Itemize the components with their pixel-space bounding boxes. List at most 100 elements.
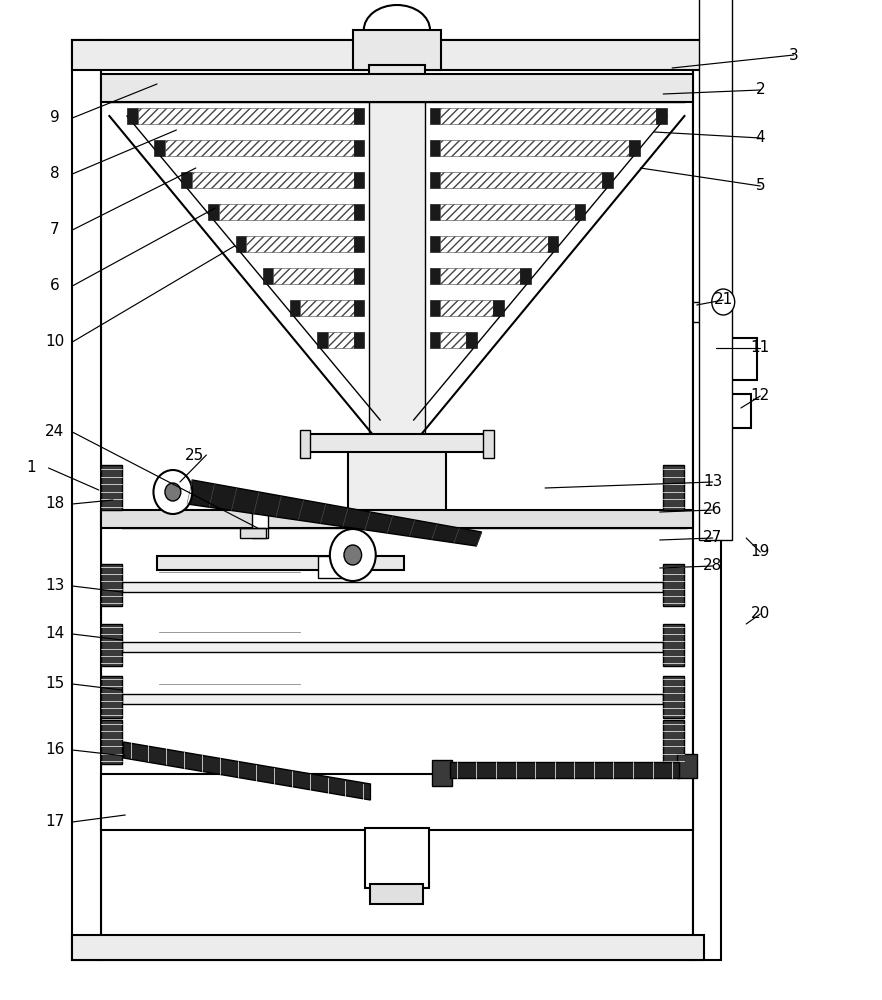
Bar — [122, 582, 663, 592]
Bar — [307, 434, 487, 452]
Text: 4: 4 — [756, 130, 765, 145]
Bar — [430, 268, 440, 284]
Text: 7: 7 — [50, 223, 59, 237]
Circle shape — [330, 529, 376, 581]
Bar — [711, 394, 751, 428]
Text: 10: 10 — [45, 334, 64, 350]
Bar — [182, 172, 192, 188]
Bar — [138, 108, 354, 124]
Bar — [300, 430, 310, 458]
Circle shape — [344, 545, 362, 565]
Text: 11: 11 — [751, 340, 770, 356]
Text: 13: 13 — [45, 578, 64, 593]
Bar — [354, 204, 364, 220]
Bar — [72, 40, 101, 960]
Bar — [165, 140, 354, 156]
Polygon shape — [187, 480, 482, 546]
Bar — [440, 300, 493, 316]
Bar — [101, 465, 122, 510]
Bar — [72, 40, 704, 70]
Bar — [246, 236, 354, 252]
Bar — [629, 140, 639, 156]
Text: 18: 18 — [45, 496, 64, 512]
Bar — [192, 172, 354, 188]
Bar — [263, 268, 273, 284]
Text: 17: 17 — [45, 814, 64, 830]
Bar — [301, 300, 354, 316]
Bar — [467, 332, 477, 348]
Bar — [122, 642, 663, 652]
Text: 24: 24 — [45, 424, 64, 440]
Bar — [720, 262, 727, 290]
Bar — [318, 556, 353, 578]
Bar — [706, 338, 757, 380]
Bar — [430, 332, 440, 348]
Circle shape — [165, 483, 181, 501]
Text: 14: 14 — [45, 626, 64, 642]
Polygon shape — [450, 762, 679, 778]
Bar — [354, 268, 364, 284]
Bar — [235, 236, 246, 252]
Bar — [440, 268, 520, 284]
Bar — [240, 528, 266, 538]
Text: 12: 12 — [751, 388, 770, 403]
Bar — [273, 268, 354, 284]
Text: 16: 16 — [45, 742, 64, 758]
Bar — [663, 720, 684, 764]
Bar — [493, 300, 504, 316]
Bar — [520, 268, 531, 284]
Polygon shape — [123, 742, 370, 800]
Text: 1: 1 — [26, 460, 35, 476]
Text: 21: 21 — [714, 292, 733, 308]
Bar — [440, 236, 548, 252]
Bar — [430, 108, 440, 124]
Bar — [252, 513, 268, 538]
Bar — [354, 300, 364, 316]
Bar — [101, 74, 693, 102]
Text: 9: 9 — [49, 110, 60, 125]
Text: 13: 13 — [703, 475, 722, 489]
Bar — [602, 172, 612, 188]
Bar — [677, 754, 697, 778]
Bar — [430, 236, 440, 252]
Bar — [440, 140, 629, 156]
Bar — [354, 332, 364, 348]
Bar — [693, 40, 721, 960]
Bar — [699, 0, 732, 540]
Bar — [663, 564, 684, 606]
Text: 3: 3 — [789, 47, 799, 62]
Bar — [430, 204, 440, 220]
Bar — [317, 332, 327, 348]
Text: 26: 26 — [703, 502, 722, 518]
Text: 28: 28 — [703, 558, 722, 574]
Bar — [369, 65, 425, 100]
Bar — [348, 442, 446, 516]
Bar — [365, 828, 429, 888]
Bar — [663, 624, 684, 666]
Text: 15: 15 — [45, 676, 64, 692]
Text: 20: 20 — [751, 606, 770, 621]
Bar — [101, 564, 122, 606]
Bar — [154, 140, 165, 156]
Bar — [483, 430, 494, 458]
Bar — [713, 282, 720, 342]
Bar — [663, 465, 684, 510]
Bar — [354, 108, 364, 124]
Bar — [101, 624, 122, 666]
Circle shape — [153, 470, 192, 514]
Text: 19: 19 — [751, 544, 770, 560]
Bar — [370, 884, 423, 904]
Bar — [122, 694, 663, 704]
Bar — [440, 332, 467, 348]
Bar — [440, 108, 656, 124]
Bar — [157, 556, 404, 570]
Bar — [663, 676, 684, 718]
Bar — [369, 102, 425, 442]
Text: 2: 2 — [756, 83, 765, 98]
Bar — [101, 510, 693, 528]
Bar — [440, 204, 575, 220]
Bar — [101, 676, 122, 718]
Bar — [430, 140, 440, 156]
Bar — [354, 236, 364, 252]
Text: 27: 27 — [703, 530, 722, 546]
